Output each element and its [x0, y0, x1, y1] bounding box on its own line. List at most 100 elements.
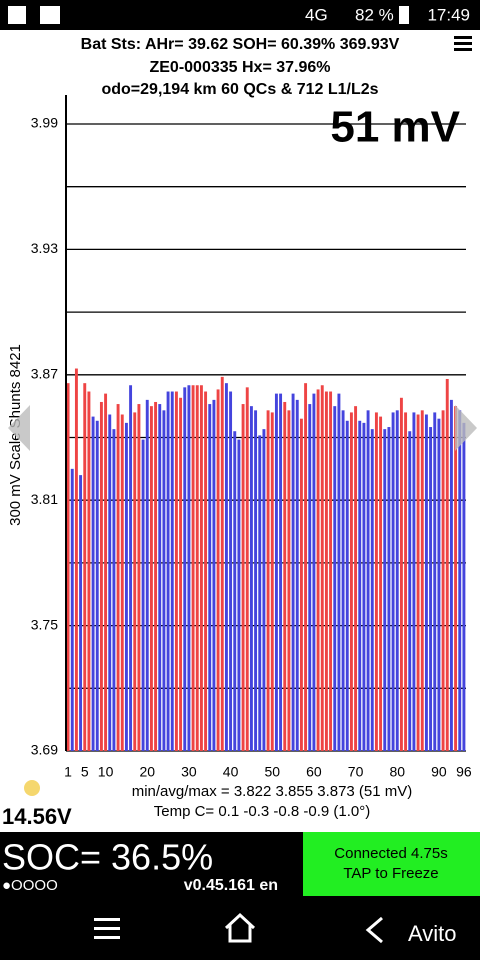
- bar: [149, 406, 153, 751]
- bar: [374, 412, 378, 751]
- bar: [291, 393, 295, 751]
- bar: [308, 404, 312, 751]
- watermark: Avito: [408, 921, 457, 946]
- menu-icon[interactable]: [454, 36, 472, 51]
- bar: [124, 422, 128, 751]
- bar: [112, 429, 116, 751]
- version: v0.45.161 en: [184, 877, 278, 894]
- nav-home[interactable]: [224, 912, 256, 943]
- bar: [254, 410, 258, 751]
- bar: [416, 414, 420, 751]
- bar: [279, 393, 283, 751]
- bar: [433, 412, 437, 751]
- bar: [162, 410, 166, 751]
- bar: [170, 391, 174, 751]
- x-tick-label: 40: [223, 764, 239, 780]
- header-line: ZE0-000335 Hx= 37.96%: [149, 59, 330, 76]
- y-tick-label: 3.75: [31, 616, 58, 632]
- bar: [366, 410, 370, 751]
- bar: [337, 393, 341, 751]
- bar: [237, 439, 241, 751]
- bar: [458, 410, 462, 751]
- bar: [349, 412, 353, 751]
- bar: [358, 420, 362, 751]
- bar: [379, 416, 383, 751]
- bulb-icon: [24, 780, 40, 796]
- freeze-button[interactable]: [303, 832, 480, 896]
- bar: [83, 383, 87, 751]
- bar: [179, 397, 183, 751]
- bar: [229, 391, 233, 751]
- bar: [74, 368, 78, 751]
- bar: [79, 475, 83, 751]
- bar: [241, 404, 245, 751]
- bar: [195, 385, 199, 751]
- bar: [287, 410, 291, 751]
- next-arrow[interactable]: [455, 405, 477, 451]
- header-line: Bat Sts: AHr= 39.62 SOH= 60.39% 369.93V: [81, 36, 400, 53]
- header-line: odo=29,194 km 60 QCs & 712 L1/L2s: [101, 81, 378, 98]
- bar: [391, 412, 395, 751]
- bar: [437, 418, 441, 751]
- bar: [129, 385, 133, 751]
- bar: [383, 429, 387, 751]
- x-tick-label: 70: [348, 764, 364, 780]
- bar: [266, 410, 270, 751]
- stats: min/avg/max = 3.822 3.855 3.873 (51 mV): [132, 783, 413, 800]
- nav-menu[interactable]: [94, 918, 120, 939]
- x-tick-label: 10: [98, 764, 114, 780]
- prev-arrow[interactable]: [8, 405, 30, 451]
- bar: [320, 385, 324, 751]
- bar: [354, 406, 358, 751]
- nav-back[interactable]: [365, 916, 383, 944]
- bar: [274, 393, 278, 751]
- bar: [66, 383, 70, 751]
- bar: [370, 429, 374, 751]
- bar: [224, 383, 228, 751]
- bar: [87, 391, 91, 751]
- bar: [216, 389, 220, 751]
- battery: 82 %: [355, 5, 394, 24]
- bar: [166, 391, 170, 751]
- x-tick-label: 96: [456, 764, 472, 780]
- bar: [116, 404, 120, 751]
- status-text: TAP to Freeze: [343, 865, 438, 882]
- status-icon: [8, 6, 26, 24]
- x-tick-label: 80: [389, 764, 405, 780]
- time: 17:49: [427, 5, 470, 24]
- annotation: 51 mV: [330, 103, 460, 152]
- bar: [91, 416, 95, 751]
- bar: [70, 468, 74, 751]
- x-tick-label: 1: [64, 764, 72, 780]
- bar: [312, 393, 316, 751]
- bar: [104, 393, 108, 751]
- bar: [183, 387, 187, 751]
- bar: [95, 420, 99, 751]
- bar: [316, 389, 320, 751]
- bar: [249, 406, 253, 751]
- bar: [324, 391, 328, 751]
- bar: [399, 397, 403, 751]
- bar: [387, 427, 391, 751]
- battery-icon: [399, 6, 409, 24]
- bar: [299, 418, 303, 751]
- x-tick-label: 90: [431, 764, 447, 780]
- bar: [187, 385, 191, 751]
- bar: [341, 410, 345, 751]
- soc: SOC= 36.5%: [2, 837, 213, 878]
- bar: [420, 410, 424, 751]
- x-tick-label: 60: [306, 764, 322, 780]
- status-text: Connected 4.75s: [334, 845, 447, 862]
- bar: [108, 414, 112, 751]
- bar: [429, 427, 433, 751]
- bar: [445, 378, 449, 751]
- dots: ●OOOO: [2, 877, 58, 894]
- bar: [120, 414, 124, 751]
- bar: [454, 406, 458, 751]
- bar: [154, 401, 158, 751]
- bar: [245, 387, 249, 751]
- bar: [191, 385, 195, 751]
- bar: [345, 420, 349, 751]
- bar: [199, 385, 203, 751]
